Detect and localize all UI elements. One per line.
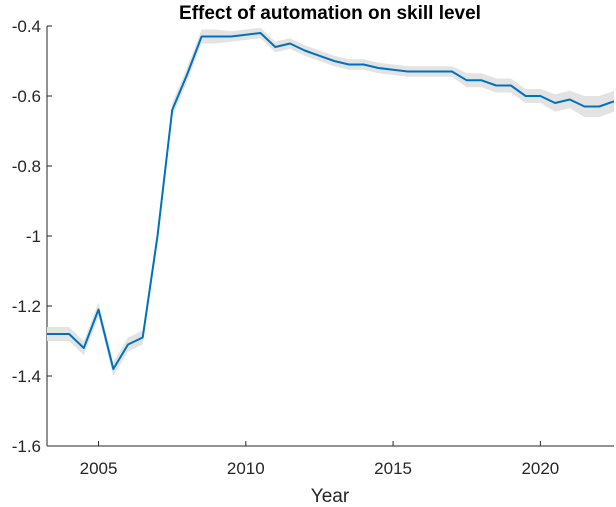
y-tick-label: -0.8 bbox=[12, 157, 41, 176]
x-tick-label: 2005 bbox=[80, 459, 118, 478]
axes bbox=[46, 25, 614, 447]
y-tick-label: -1.2 bbox=[12, 297, 41, 316]
y-tick-label: -1.4 bbox=[12, 367, 41, 386]
x-axis-title: Year bbox=[311, 486, 350, 507]
y-tick-label: -1 bbox=[26, 227, 41, 246]
y-tick-label: -0.6 bbox=[12, 87, 41, 106]
y-tick-label: -1.6 bbox=[12, 437, 41, 456]
tick-labels-group: -1.6 -1.4 -1.2 -1 -0.8 -0.6 -0.4 2005 2010 2015 20… bbox=[12, 17, 560, 478]
series-line bbox=[47, 32, 615, 370]
y-tick-label: -0.4 bbox=[12, 17, 41, 36]
x-tick-label: 2015 bbox=[374, 459, 412, 478]
confidence-band bbox=[47, 27, 614, 377]
x-tick-label: 2020 bbox=[521, 459, 559, 478]
x-tick-label: 2010 bbox=[227, 459, 265, 478]
series-line-group bbox=[47, 32, 615, 370]
chart-title: Effect of automation on skill level bbox=[179, 3, 481, 24]
confidence-band-group bbox=[47, 27, 614, 377]
